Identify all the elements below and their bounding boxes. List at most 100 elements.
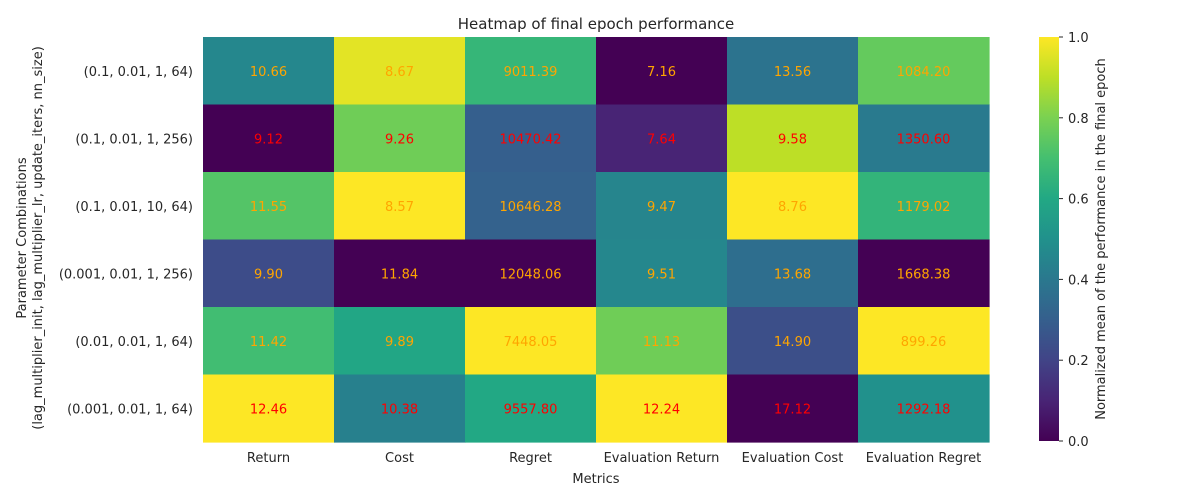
x-axis-label: Metrics (572, 472, 619, 487)
cell-value-label: 1179.02 (897, 200, 951, 215)
heatmap-cell (858, 307, 990, 376)
y-tick-label: (0.1, 0.01, 1, 64) (84, 65, 193, 80)
heatmap-cell (858, 37, 990, 106)
cell-value-label: 8.57 (385, 200, 414, 215)
heatmap-cell (334, 104, 466, 173)
x-tick-label: Regret (509, 451, 552, 466)
y-tick-label: (0.01, 0.01, 1, 64) (75, 335, 193, 350)
heatmap-cell (596, 307, 728, 376)
heatmap-cell (203, 374, 335, 443)
y-axis-label: Parameter Combinations (lag_multiplier_i… (15, 46, 46, 430)
heatmap-cell (727, 307, 859, 376)
cell-value-label: 9.26 (385, 132, 414, 147)
x-tick-label: Evaluation Regret (866, 451, 982, 466)
heatmap-cell (858, 374, 990, 443)
heatmap-cell (465, 172, 597, 241)
cell-value-label: 899.26 (901, 335, 947, 350)
x-tick-label: Evaluation Cost (742, 451, 844, 466)
cell-value-label: 8.76 (778, 200, 807, 215)
colorbar-tick-label: 1.0 (1068, 31, 1089, 46)
cell-value-label: 11.42 (250, 335, 287, 350)
y-tick-labels: (0.1, 0.01, 1, 64) (0.1, 0.01, 1, 256) (0.… (59, 65, 193, 418)
heatmap-cell (596, 37, 728, 106)
colorbar-label-wrap: Normalized mean of the performance in th… (1094, 58, 1109, 420)
colorbar-tick-label: 0.6 (1068, 193, 1089, 208)
colorbar (1039, 37, 1059, 441)
cell-value-label: 7.16 (647, 65, 676, 80)
heatmap-cell (203, 239, 335, 308)
cell-value-label: 10470.42 (499, 132, 561, 147)
heatmap-cell (727, 37, 859, 106)
heatmap-cell (727, 104, 859, 173)
heatmap-cell (465, 239, 597, 308)
cell-value-label: 9.89 (385, 335, 414, 350)
cell-value-label: 11.84 (381, 267, 418, 282)
y-tick-label: (0.001, 0.01, 1, 64) (67, 402, 193, 417)
heatmap-cell (203, 104, 335, 173)
heatmap-cell (727, 374, 859, 443)
cell-value-label: 8.67 (385, 65, 414, 80)
y-tick-label: (0.001, 0.01, 1, 256) (59, 267, 193, 282)
cell-value-label: 1668.38 (897, 267, 951, 282)
heatmap-cell (727, 239, 859, 308)
heatmap-cell (334, 374, 466, 443)
colorbar-tick-label: 0.4 (1068, 273, 1089, 288)
x-tick-label: Cost (385, 451, 414, 466)
cell-value-label: 10.38 (381, 402, 418, 417)
colorbar-label: Normalized mean of the performance in th… (1094, 58, 1109, 420)
cell-value-label: 1084.20 (897, 65, 951, 80)
heatmap-cell (596, 374, 728, 443)
heatmap-cell (334, 307, 466, 376)
cell-value-label: 11.13 (643, 335, 680, 350)
cell-value-label: 9.12 (254, 132, 283, 147)
heatmap-cell (727, 172, 859, 241)
heatmap-cell (596, 104, 728, 173)
heatmap-cell-labels: 10.66 8.67 9011.39 7.16 13.56 1084.20 9.12 9.26… (250, 65, 950, 418)
heatmap-cell (203, 307, 335, 376)
cell-value-label: 13.56 (774, 65, 811, 80)
cell-value-label: 12048.06 (499, 267, 561, 282)
chart-title: Heatmap of final epoch performance (458, 15, 735, 33)
y-tick-label: (0.1, 0.01, 1, 256) (75, 132, 193, 147)
cell-value-label: 9.51 (647, 267, 676, 282)
cell-value-label: 9.47 (647, 200, 676, 215)
x-tick-label: Evaluation Return (604, 451, 720, 466)
heatmap-cell (858, 239, 990, 308)
x-tick-labels: Return Cost Regret Evaluation Return Evaluat… (247, 451, 981, 466)
cell-value-label: 1350.60 (897, 132, 951, 147)
colorbar-tick-label: 0.0 (1068, 435, 1089, 450)
heatmap-cell (334, 37, 466, 106)
heatmap-cells (203, 37, 990, 443)
colorbar-ticks: 0.0 0.2 0.4 0.6 0.8 1.0 (1059, 31, 1089, 450)
heatmap-cell (465, 307, 597, 376)
cell-value-label: 7448.05 (504, 335, 558, 350)
cell-value-label: 12.24 (643, 402, 680, 417)
heatmap-cell (465, 37, 597, 106)
cell-value-label: 7.64 (647, 132, 676, 147)
heatmap-cell (596, 239, 728, 308)
cell-value-label: 9557.80 (504, 402, 558, 417)
heatmap-cell (465, 374, 597, 443)
cell-value-label: 1292.18 (897, 402, 951, 417)
cell-value-label: 9.90 (254, 267, 283, 282)
cell-value-label: 11.55 (250, 200, 287, 215)
heatmap-cell (858, 172, 990, 241)
colorbar-tick-label: 0.2 (1068, 354, 1089, 369)
cell-value-label: 13.68 (774, 267, 811, 282)
heatmap-cell (203, 37, 335, 106)
heatmap-cell (858, 104, 990, 173)
y-axis-label-line-1: Parameter Combinations (15, 157, 30, 318)
y-axis-label-line-2: (lag_multiplier_init, lag_multiplier_lr,… (31, 46, 46, 430)
heatmap-cell (334, 239, 466, 308)
heatmap-cell (334, 172, 466, 241)
colorbar-tick-label: 0.8 (1068, 112, 1089, 127)
heatmap-cell (465, 104, 597, 173)
cell-value-label: 9.58 (778, 132, 807, 147)
heatmap-cell (203, 172, 335, 241)
cell-value-label: 17.12 (774, 402, 811, 417)
cell-value-label: 12.46 (250, 402, 287, 417)
cell-value-label: 9011.39 (504, 65, 558, 80)
cell-value-label: 14.90 (774, 335, 811, 350)
x-tick-label: Return (247, 451, 290, 466)
